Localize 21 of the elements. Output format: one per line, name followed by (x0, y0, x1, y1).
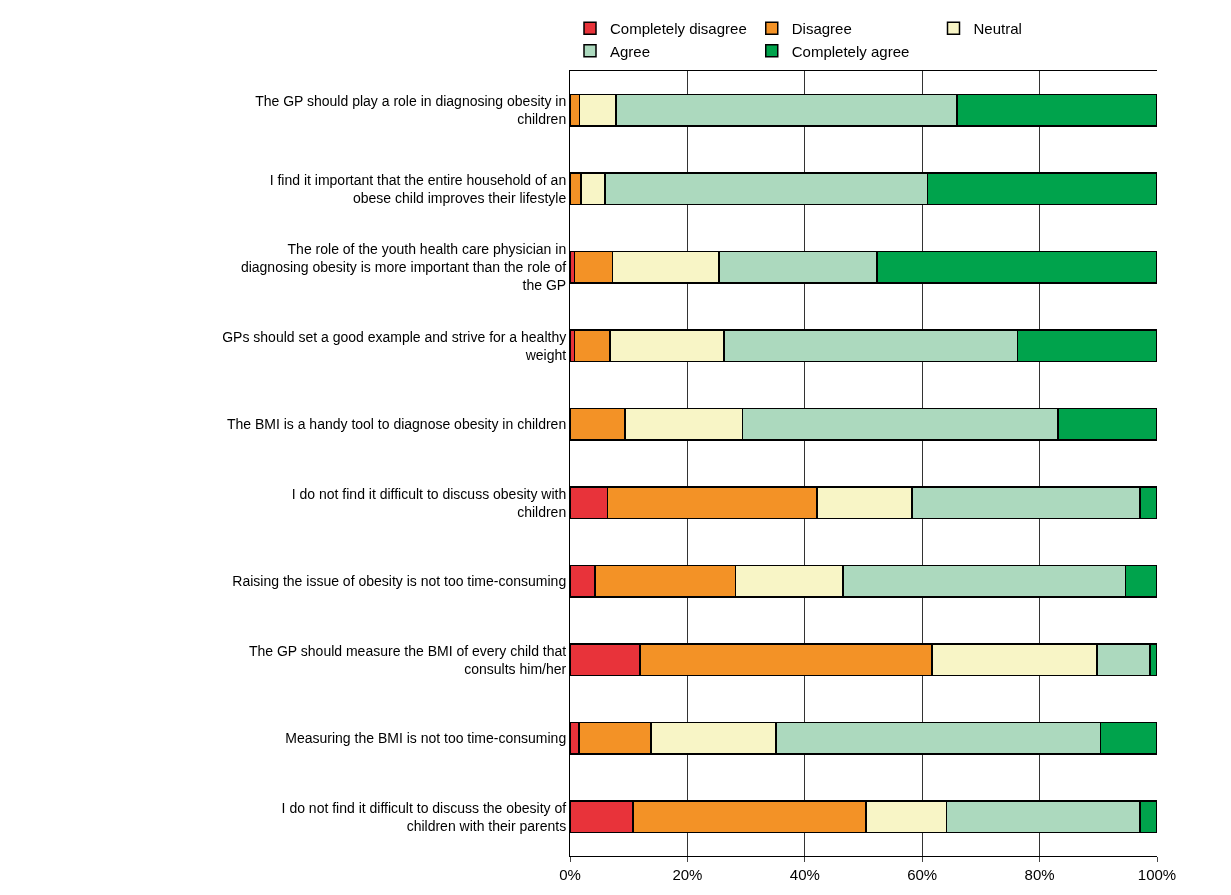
y-tick-label: GPs should set a good example and strive for a healthy weight (222, 328, 567, 363)
x-tick-label: 100% (1137, 866, 1177, 883)
x-tick-label: 20% (672, 866, 703, 883)
x-tick-label: 0% (559, 866, 581, 883)
y-tick-label: I do not find it difficult to discuss the obesity of children with their parents (281, 799, 567, 834)
legend-label: Disagree (791, 20, 852, 38)
legend-label: Completely disagree (610, 20, 747, 38)
y-tick-label: The BMI is a handy tool to diagnose obesity in children (226, 416, 567, 433)
x-tick-label: 60% (907, 866, 938, 883)
legend-label: Neutral (973, 20, 1022, 38)
y-tick-label: I find it important that the entire household of an obese child improves their lifestyle (269, 171, 567, 206)
x-tick-label: 80% (1024, 866, 1055, 883)
y-tick-label: The GP should play a role in diagnosing obesity in children (255, 93, 567, 128)
x-tick-label: 40% (789, 866, 820, 883)
y-tick-label: Measuring the BMI is not too time-consuming (285, 730, 567, 747)
y-tick-label: I do not find it difficult to discuss obesity with children (291, 485, 567, 520)
y-tick-label: Raising the issue of obesity is not too time-consuming (232, 573, 567, 590)
legend-label: Completely agree (791, 42, 910, 60)
y-tick-label: The role of the youth health care physician in diagnosing obesity is more important than the role of the GP (240, 240, 567, 294)
legend-label: Agree (610, 42, 651, 60)
y-tick-label: The GP should measure the BMI of every child that consults him/her (248, 642, 567, 677)
